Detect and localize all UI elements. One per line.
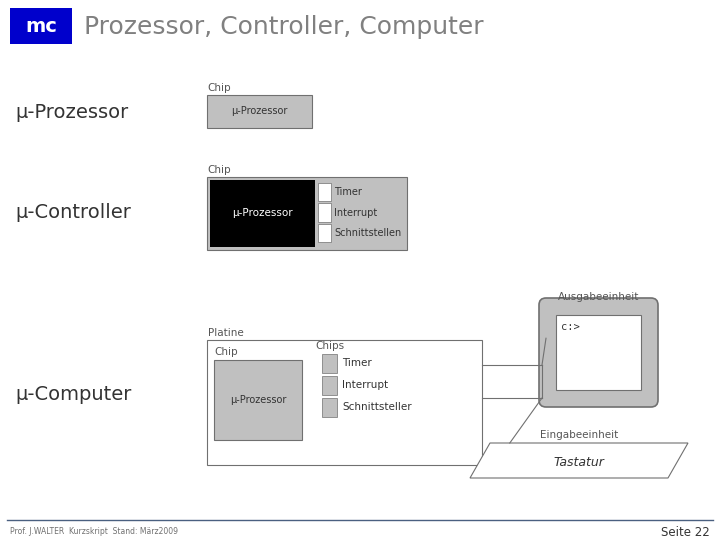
Text: Ausgabeeinheit: Ausgabeeinheit [558, 292, 639, 302]
Text: Schnittsteller: Schnittsteller [342, 402, 412, 413]
Text: c:>: c:> [561, 322, 580, 332]
Bar [207, 340, 482, 465]
Text: Timer: Timer [334, 187, 362, 197]
Polygon shape [470, 443, 688, 478]
Text: Chip: Chip [207, 83, 230, 93]
Text: Interrupt: Interrupt [334, 207, 377, 218]
Text: Chip: Chip [207, 165, 230, 175]
Text: Chip: Chip [214, 347, 238, 357]
Text: μ-Prozessor: μ-Prozessor [15, 104, 128, 123]
Bar [318, 183, 331, 201]
Bar [207, 177, 407, 250]
FancyBboxPatch shape [539, 298, 658, 407]
Text: Schnittstellen: Schnittstellen [334, 228, 401, 238]
Text: Timer: Timer [342, 359, 372, 368]
Bar [207, 95, 312, 128]
Text: mc: mc [25, 17, 57, 36]
Text: Prozessor, Controller, Computer: Prozessor, Controller, Computer [84, 15, 484, 39]
Text: Prof. J.WALTER  Kurzskript  Stand: März2009: Prof. J.WALTER Kurzskript Stand: März200… [10, 528, 178, 537]
Text: μ-Computer: μ-Computer [15, 386, 131, 404]
Bar [556, 315, 641, 390]
Bar [322, 376, 337, 395]
Bar [322, 354, 337, 373]
Text: Seite 22: Seite 22 [661, 525, 710, 538]
Text: Platine: Platine [208, 328, 244, 338]
Bar [210, 180, 315, 247]
Text: Eingabeeinheit: Eingabeeinheit [540, 430, 618, 440]
Text: μ-Prozessor: μ-Prozessor [232, 208, 293, 219]
Text: μ-Controller: μ-Controller [15, 204, 131, 222]
Bar [318, 224, 331, 242]
Text: Interrupt: Interrupt [342, 381, 388, 390]
Text: μ-Prozessor: μ-Prozessor [231, 106, 288, 117]
Bar [10, 8, 72, 44]
Text: Chips: Chips [315, 341, 344, 351]
Bar [318, 204, 331, 221]
Bar [214, 360, 302, 440]
Text: μ-Prozessor: μ-Prozessor [230, 395, 286, 405]
Text: Tastatur: Tastatur [554, 456, 604, 469]
Bar [322, 398, 337, 417]
